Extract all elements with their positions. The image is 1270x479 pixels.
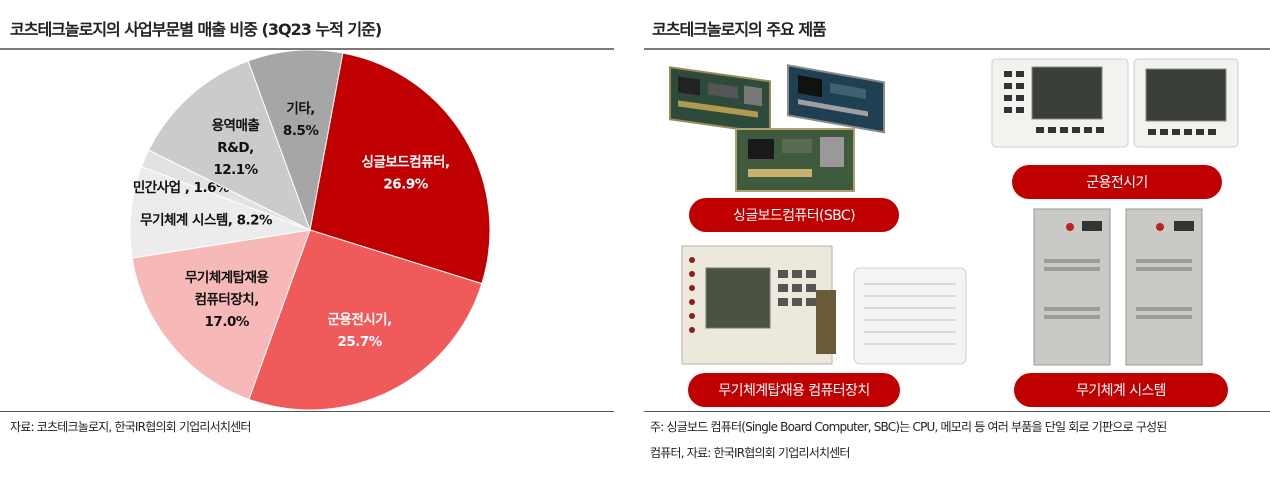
left-title-rule (0, 48, 614, 50)
right-title-rule (644, 48, 1270, 50)
military-display-image (991, 58, 1239, 148)
revenue-share-pie-chart: 싱글보드컴퓨터, 26.9% 군용전시기, 25.7% 무기체계탑재용 컴퓨터장치, 17.… (129, 50, 491, 410)
sbc-boards-image (669, 64, 885, 192)
left-footer-rule (0, 411, 614, 412)
pie-label-4: 민간사업 , 1.6% (133, 179, 230, 196)
pie-label-6: 기타, 8.5% (283, 101, 319, 139)
product-label-embedded-computer: 무기체계탑재용 컴퓨터장치 (688, 373, 900, 407)
product-label-weapon-system: 무기체계 시스템 (1014, 373, 1228, 407)
left-source-note: 자료: 코츠테크놀로지, 한국IR협의회 기업리서치센터 (10, 420, 251, 434)
pie-label-3: 무기체계 시스템, 8.2% (140, 211, 273, 228)
pie-label-5: 용역매출 R&D, 12.1% (212, 117, 260, 178)
pie-slice-1 (248, 229, 483, 410)
pie-slice-2 (131, 229, 311, 400)
weapon-system-cabinets-image (1033, 208, 1203, 366)
pie-label-1: 군용전시기, 25.7% (328, 311, 392, 350)
right-footer-rule (644, 411, 1270, 412)
pie-slice-6 (247, 50, 344, 232)
right-note-line1: 주: 싱글보드 컴퓨터(Single Board Computer, SBC)는… (650, 420, 1167, 434)
embedded-computer-image (681, 245, 967, 365)
pie-label-2: 무기체계탑재용 컴퓨터장치, 17.0% (185, 270, 269, 330)
pie-slice-5 (148, 60, 311, 232)
pie-label-0: 싱글보드컴퓨터, 26.9% (362, 154, 450, 192)
pie-slice-0 (309, 52, 491, 285)
pie-chart-title: 코츠테크놀로지의 사업부문별 매출 비중 (3Q23 누적 기준) (10, 20, 382, 39)
products-title: 코츠테크놀로지의 주요 제품 (652, 20, 827, 39)
product-label-sbc: 싱글보드컴퓨터(SBC) (689, 198, 899, 232)
right-note-line2: 컴퓨터, 자료: 한국IR협의회 기업리서치센터 (650, 446, 850, 460)
product-label-military-display: 군용전시기 (1012, 165, 1222, 199)
pie-slice-3 (129, 166, 312, 259)
